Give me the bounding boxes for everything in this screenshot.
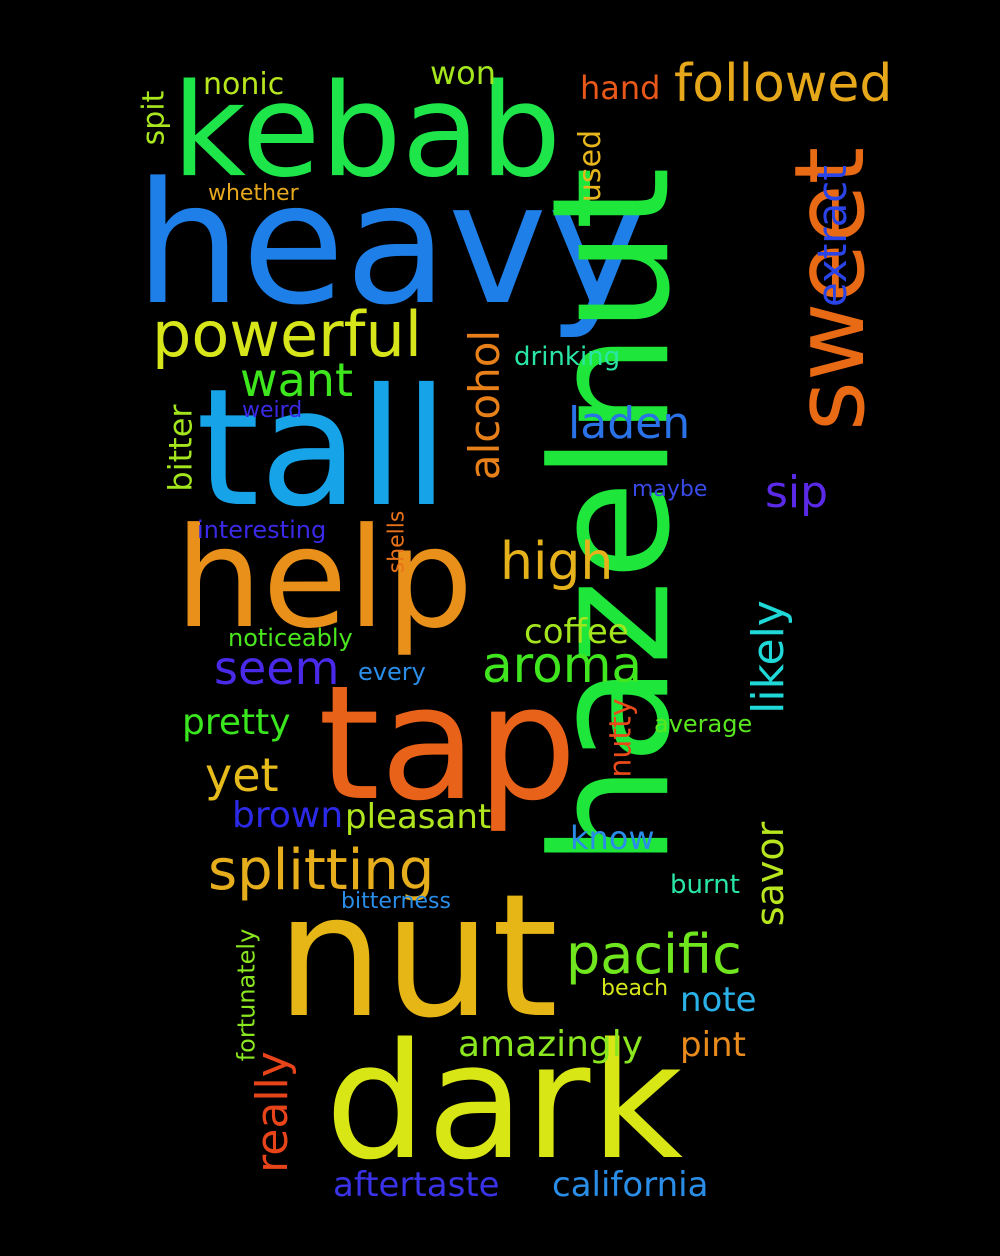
word-followed: followed — [674, 54, 893, 114]
word-kebab: kebab — [172, 57, 562, 206]
word-powerful: powerful — [152, 298, 422, 371]
word-high: high — [500, 532, 614, 592]
word-aftertaste: aftertaste — [333, 1165, 500, 1205]
word-every: every — [358, 658, 426, 686]
word-extract: extract — [809, 165, 856, 307]
word-nutty: nutty — [603, 698, 639, 778]
word-average: average — [654, 710, 753, 738]
word-seem: seem — [214, 641, 340, 695]
word-california: california — [552, 1165, 709, 1205]
word-splitting: splitting — [208, 838, 435, 903]
word-shells: shells — [384, 510, 410, 574]
word-dark: dark — [325, 1008, 684, 1195]
word-brown: brown — [232, 795, 344, 836]
word-tall: tall — [196, 355, 449, 543]
word-note: note — [680, 980, 757, 1020]
word-burnt: burnt — [670, 870, 740, 900]
word-help: help — [175, 498, 474, 659]
word-hand: hand — [580, 69, 661, 107]
word-beach: beach — [601, 976, 669, 1001]
word-pacific: pacific — [566, 923, 742, 986]
word-used: used — [573, 129, 609, 203]
word-nut: nut — [276, 858, 559, 1056]
word-bitter: bitter — [161, 404, 200, 492]
word-really: really — [246, 1051, 298, 1173]
word-interesting: interesting — [197, 516, 327, 544]
word-laden: laden — [568, 398, 691, 449]
word-maybe: maybe — [632, 477, 708, 502]
word-likely: likely — [742, 600, 794, 714]
word-drinking: drinking — [514, 342, 621, 372]
word-noticeably: noticeably — [228, 624, 353, 652]
word-aroma: aroma — [482, 636, 643, 694]
word-whether: whether — [208, 181, 299, 206]
word-alcohol: alcohol — [460, 329, 510, 481]
word-sip: sip — [765, 467, 829, 518]
word-coffee: coffee — [524, 612, 629, 652]
word-yet: yet — [205, 748, 279, 802]
word-heavy: heavy — [135, 146, 647, 342]
word-weird: weird — [242, 398, 303, 423]
word-fortunately: fortunately — [232, 928, 261, 1062]
word-want: want — [240, 353, 354, 407]
word-know: know — [570, 819, 655, 857]
word-pint: pint — [680, 1025, 746, 1065]
word-amazingly: amazingly — [458, 1024, 644, 1065]
word-nonic: nonic — [203, 67, 285, 102]
word-tap: tap — [318, 652, 578, 836]
word-pleasant: pleasant — [345, 797, 492, 837]
word-spit: spit — [136, 90, 172, 146]
word-savor: savor — [748, 821, 793, 927]
word-bitterness: bitterness — [341, 889, 451, 914]
word-pretty: pretty — [182, 702, 291, 743]
word-won: won — [430, 54, 497, 92]
